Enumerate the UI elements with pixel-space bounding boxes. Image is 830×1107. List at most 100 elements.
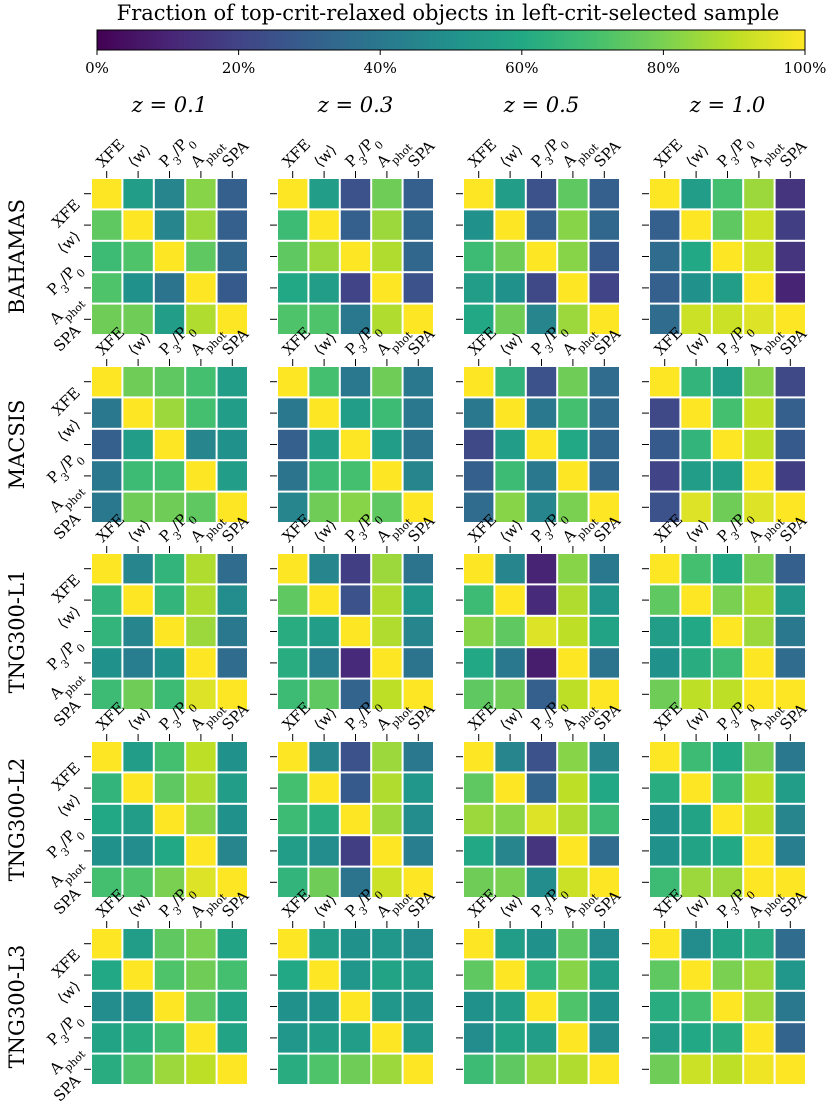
heatmap-cell	[309, 554, 339, 584]
heatmap-cell	[558, 1054, 588, 1084]
heatmap-cell	[217, 648, 247, 678]
heatmap-cell	[372, 679, 402, 709]
heatmap-cell	[681, 398, 711, 428]
heatmap-cell	[186, 929, 216, 959]
heatmap-cell	[186, 742, 216, 772]
heatmap-cell	[217, 929, 247, 959]
heatmap-cell	[217, 679, 247, 709]
heatmap-cell	[558, 648, 588, 678]
x-tick-label: XFE	[651, 135, 686, 170]
heatmap-cell	[526, 585, 557, 615]
heatmap-cell	[526, 773, 557, 803]
heatmap-cell	[278, 304, 308, 334]
heatmap-cell	[217, 585, 247, 615]
heatmap-cell	[712, 367, 743, 397]
y-tick-label: XFE	[48, 196, 83, 231]
heatmap-cell	[558, 210, 588, 240]
heatmap-cell	[278, 1054, 308, 1084]
heatmap-cell	[712, 1023, 743, 1053]
heatmap-cell	[650, 179, 680, 209]
heatmap-cell	[558, 679, 588, 709]
heatmap-cell	[309, 1023, 339, 1053]
heatmap-cell	[186, 648, 216, 678]
y-tick-label: P3/P0	[44, 634, 88, 678]
heatmap-cell	[464, 554, 494, 584]
x-tick-label: XFE	[279, 135, 314, 170]
heatmap-cell	[278, 179, 308, 209]
heatmap-cell	[372, 616, 402, 647]
heatmap-cell	[186, 492, 216, 522]
heatmap-cell	[154, 429, 185, 460]
heatmap-cell	[372, 836, 402, 866]
heatmap-cell	[403, 585, 433, 615]
heatmap-cell	[403, 304, 433, 334]
colorbar-tick-label: 40%	[364, 59, 397, 77]
heatmap-cell	[403, 836, 433, 866]
heatmap-cell	[775, 616, 805, 647]
heatmap-cell	[650, 585, 680, 615]
heatmap-cell	[681, 742, 711, 772]
heatmap-cell	[681, 836, 711, 866]
heatmap-cell	[92, 1023, 122, 1053]
heatmap-cell	[775, 273, 805, 303]
heatmap-cell	[309, 742, 339, 772]
heatmap-cell	[495, 836, 525, 866]
heatmap-cell	[372, 929, 402, 959]
heatmap-cell	[217, 960, 247, 990]
heatmap-cell	[372, 492, 402, 522]
heatmap-cell	[558, 304, 588, 334]
heatmap-cell	[589, 367, 619, 397]
heatmap-cell	[650, 929, 680, 959]
heatmap-cell	[495, 554, 525, 584]
heatmap-cell	[340, 210, 371, 240]
heatmap-cell	[495, 679, 525, 709]
heatmap-cell	[775, 492, 805, 522]
redshift-label: z = 1.0	[689, 93, 765, 117]
heatmap-cell	[681, 773, 711, 803]
heatmap-cell	[744, 991, 774, 1022]
heatmap-cell	[464, 585, 494, 615]
heatmap-cell	[340, 648, 371, 678]
heatmap-cell	[154, 648, 185, 678]
heatmap-cell	[186, 804, 216, 835]
heatmap-cell	[650, 648, 680, 678]
heatmap-cell	[278, 461, 308, 491]
heatmap-cell	[650, 273, 680, 303]
heatmap-cell	[526, 429, 557, 460]
heatmap-cell	[217, 210, 247, 240]
heatmap-cell	[495, 461, 525, 491]
heatmap-cell	[589, 554, 619, 584]
heatmap-cell	[403, 960, 433, 990]
heatmap-cell	[309, 867, 339, 897]
heatmap-cell	[403, 867, 433, 897]
heatmap-cell	[340, 273, 371, 303]
heatmap-cell	[186, 429, 216, 460]
heatmap-cell	[186, 1023, 216, 1053]
heatmap-cell	[309, 304, 339, 334]
heatmap-cell	[589, 273, 619, 303]
heatmap-cell	[495, 804, 525, 835]
heatmap-cell	[589, 1023, 619, 1053]
heatmap-cell	[278, 773, 308, 803]
heatmap-cell	[278, 960, 308, 990]
heatmap-cell	[372, 991, 402, 1022]
colorbar-tick-label: 80%	[647, 59, 680, 77]
heatmap-cell	[744, 367, 774, 397]
heatmap-cell	[526, 273, 557, 303]
heatmap-cell	[92, 210, 122, 240]
heatmap-cell	[154, 679, 185, 709]
heatmap-cell	[217, 273, 247, 303]
heatmap-cell	[495, 241, 525, 272]
heatmap-cell	[309, 679, 339, 709]
heatmap-cell	[650, 742, 680, 772]
heatmap-cell	[558, 742, 588, 772]
heatmap-cell	[712, 742, 743, 772]
heatmap-cell	[123, 1023, 153, 1053]
heatmap-cell	[340, 804, 371, 835]
heatmap-cell	[744, 554, 774, 584]
